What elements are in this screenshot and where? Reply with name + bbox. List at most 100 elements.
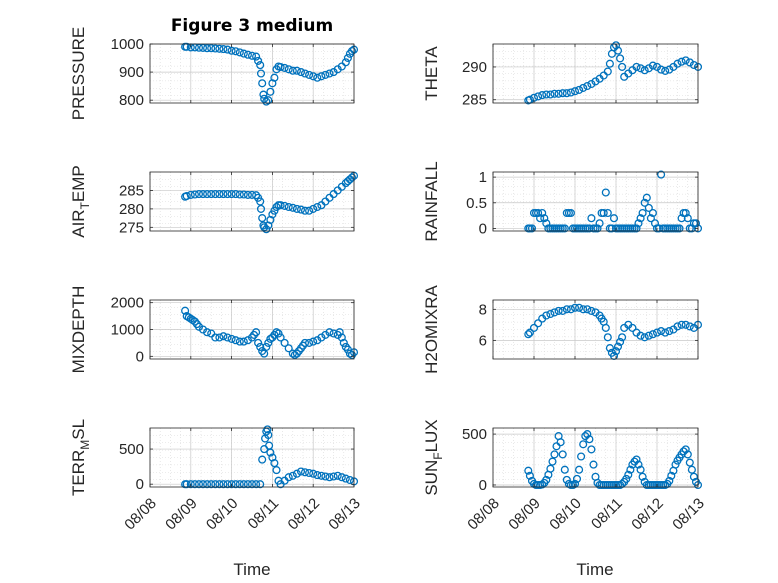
data-point	[685, 58, 694, 67]
data-point	[550, 308, 559, 317]
y-tick-label: 0	[136, 348, 144, 365]
data-point	[566, 88, 575, 97]
y-axis-label: SUNFLUX	[422, 419, 445, 495]
data-point	[589, 460, 598, 469]
data-point	[607, 224, 616, 233]
data-point	[341, 474, 350, 483]
data-point	[198, 480, 208, 489]
data-point	[618, 62, 627, 71]
data-point	[636, 465, 645, 474]
data-point	[219, 480, 228, 489]
data-point	[264, 338, 273, 347]
axes-box	[492, 299, 699, 360]
data-point	[270, 73, 279, 82]
data-point	[203, 480, 212, 489]
data-point	[554, 89, 563, 98]
data-point	[579, 305, 588, 314]
data-point	[335, 328, 344, 337]
data-point	[262, 342, 271, 351]
data-point	[284, 65, 293, 74]
data-point	[227, 46, 236, 55]
data-point	[182, 42, 191, 51]
data-point	[611, 41, 621, 50]
data-point	[274, 329, 283, 338]
data-point	[258, 214, 267, 223]
data-point	[252, 52, 261, 61]
data-point	[207, 44, 216, 53]
data-point	[665, 327, 674, 336]
data-point	[243, 190, 252, 199]
data-point	[227, 334, 236, 343]
data-point	[329, 472, 338, 481]
data-point	[657, 327, 666, 336]
data-point	[524, 330, 533, 339]
data-point	[239, 49, 248, 58]
data-point	[235, 48, 244, 57]
y-tick-label: 280	[119, 201, 144, 218]
data-point	[284, 473, 293, 482]
data-point	[560, 224, 569, 233]
data-point	[272, 466, 281, 475]
y-tick-label: 0	[136, 476, 144, 493]
y-tick-label: 500	[462, 426, 487, 443]
data-point	[264, 430, 273, 440]
data-point	[636, 331, 645, 340]
y-tick-label: 275	[119, 219, 144, 236]
data-point	[542, 475, 551, 484]
data-point	[657, 65, 666, 74]
data-point	[691, 219, 701, 228]
data-point	[280, 201, 289, 210]
data-point	[661, 328, 670, 337]
data-point	[575, 465, 584, 474]
data-point	[194, 190, 204, 199]
data-point	[256, 197, 265, 206]
data-point	[266, 215, 275, 224]
data-point	[321, 70, 330, 79]
data-point	[616, 54, 625, 63]
data-point	[258, 455, 267, 464]
data-point	[284, 202, 293, 212]
data-point	[603, 208, 612, 218]
data-point	[188, 316, 197, 325]
data-point	[296, 68, 306, 77]
data-point	[231, 47, 240, 56]
data-point	[341, 58, 350, 67]
axes-box	[492, 43, 699, 104]
data-point	[325, 473, 334, 482]
data-point	[223, 480, 232, 489]
data-point	[252, 480, 261, 489]
data-point	[243, 480, 252, 489]
data-point	[601, 188, 610, 197]
data-point	[211, 333, 220, 342]
data-point	[181, 306, 190, 315]
y-axis-label-tail: LUX	[422, 419, 441, 452]
data-point	[309, 337, 318, 346]
y-axis-label-main: H2OMIXRA	[422, 284, 441, 373]
data-point	[525, 328, 534, 337]
y-tick-label: 1000	[111, 36, 144, 53]
x-tick-label: 08/09	[162, 495, 201, 534]
y-tick-label: 900	[119, 64, 144, 81]
data-point	[554, 306, 563, 315]
x-tick-label: 08/12	[628, 495, 667, 534]
data-point	[538, 208, 547, 218]
y-tick-label: 0.5	[466, 195, 487, 212]
y-axis-label: MIXDEPTH	[69, 286, 88, 374]
data-point	[540, 214, 549, 223]
data-point	[300, 338, 310, 347]
data-point	[593, 224, 602, 233]
data-point	[562, 89, 571, 98]
data-point	[263, 425, 272, 434]
data-point	[566, 305, 575, 314]
data-point	[288, 471, 297, 480]
data-point	[527, 224, 537, 233]
y-tick-label: 1000	[111, 322, 144, 339]
subplot-8: 0 500 08/08 08/09 08/10 08/11 08/12 08/13 SUNFLU…	[422, 419, 708, 533]
data-point	[636, 214, 645, 223]
x-tick-label: 08/13	[325, 495, 364, 534]
data-point	[583, 430, 592, 439]
y-axis-label-tail: SL	[69, 419, 88, 440]
data-point	[624, 470, 633, 479]
data-point	[270, 459, 279, 468]
